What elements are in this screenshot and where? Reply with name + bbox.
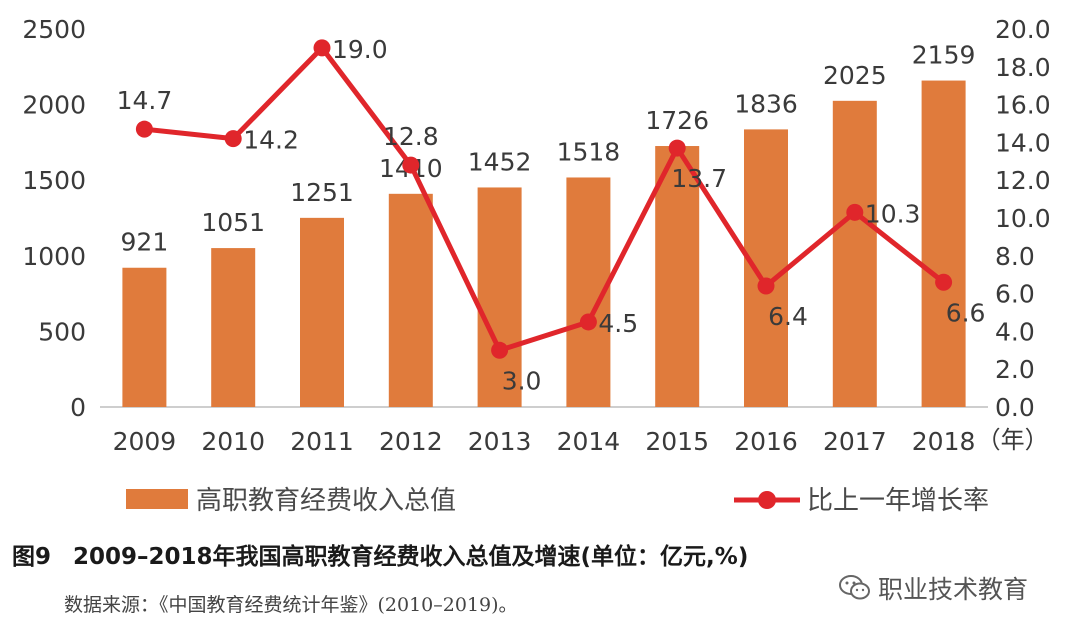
- line-value-label: 4.5: [598, 309, 638, 338]
- bar-value-label: 1836: [734, 89, 798, 118]
- line-point: [935, 273, 953, 291]
- line-value-label: 13.7: [671, 164, 727, 193]
- combo-chart: 0 500 1000 1500 2000 2500 0.0 2.0 4.0 6.0 8.0 10.0 1…: [22, 15, 1051, 516]
- x-tick-label: 2010: [201, 427, 265, 456]
- y-right-tick-label: 6.0: [995, 280, 1035, 309]
- line-value-label: 12.8: [383, 122, 439, 151]
- line-point: [224, 130, 242, 148]
- bar: [744, 129, 788, 408]
- line-point: [846, 203, 864, 221]
- legend-label-bar: 高职教育经费收入总值: [196, 486, 456, 516]
- bar: [388, 193, 433, 407]
- x-tick-label: 2017: [823, 427, 887, 456]
- x-tick-label: 2009: [113, 427, 177, 456]
- y-left-tick-label: 0: [70, 393, 86, 422]
- legend-swatch-bar: [126, 489, 188, 509]
- figure-number: 图9: [12, 544, 52, 570]
- y-left-tick-label: 500: [38, 317, 86, 346]
- line-point: [313, 39, 331, 57]
- y-right-tick-label: 0.0: [995, 393, 1035, 422]
- x-tick-label: 2015: [645, 427, 709, 456]
- legend-marker-line: [758, 491, 776, 509]
- line-value-label: 14.7: [117, 86, 173, 115]
- watermark-text: 职业技术教育: [878, 575, 1029, 604]
- line-point: [668, 139, 686, 157]
- bar-value-label: 921: [121, 228, 169, 257]
- bar-value-label: 2159: [912, 41, 976, 70]
- bar-value-label: 1051: [201, 208, 265, 237]
- y-right-tick-label: 2.0: [995, 355, 1035, 384]
- x-tick-label: 2014: [557, 427, 621, 456]
- x-tick-label: 2012: [379, 427, 443, 456]
- line-value-label: 19.0: [332, 35, 388, 64]
- legend-label-line: 比上一年增长率: [807, 486, 989, 516]
- line-value-label: 6.6: [946, 298, 986, 327]
- figure-title: 2009–2018年我国高职教育经费收入总值及增速(单位：亿元,%): [73, 544, 749, 570]
- line-point: [491, 341, 509, 359]
- y-right-tick-label: 8.0: [995, 242, 1035, 271]
- figure-caption: 图9 2009–2018年我国高职教育经费收入总值及增速(单位：亿元,%): [12, 537, 748, 571]
- bar-value-label: 1251: [290, 178, 354, 207]
- line-point: [135, 120, 153, 138]
- bar: [477, 187, 522, 407]
- watermark: 职业技术教育: [838, 570, 1028, 606]
- wechat-icon: [839, 575, 870, 600]
- bar-value-label: 1518: [557, 137, 621, 166]
- y-right-tick-label: 12.0: [995, 166, 1051, 195]
- bar-value-label: 2025: [823, 61, 887, 90]
- line-point: [757, 277, 775, 295]
- bar-value-label: 1452: [468, 147, 532, 176]
- bar-value-label: 1726: [645, 106, 709, 135]
- y-right-tick-label: 18.0: [995, 53, 1051, 82]
- y-left-tick-label: 1000: [22, 242, 86, 271]
- line-value-label: 6.4: [768, 302, 808, 331]
- y-left-tick-label: 2000: [22, 91, 86, 120]
- y-left-tick-label: 1500: [22, 166, 86, 195]
- bar: [655, 146, 700, 407]
- line-point: [402, 156, 420, 174]
- growth-line: [144, 45, 946, 353]
- y-right-tick-label: 20.0: [995, 15, 1051, 44]
- line-value-label: 14.2: [243, 126, 299, 155]
- data-source-note: 数据来源：《中国教育经费统计年鉴》(2010–2019)。: [64, 594, 518, 616]
- line-point: [579, 313, 597, 331]
- y-right-tick-label: 4.0: [995, 317, 1035, 346]
- bar: [211, 248, 256, 407]
- bar: [300, 217, 344, 407]
- bar: [921, 80, 966, 407]
- y-right-tick-label: 16.0: [995, 91, 1051, 120]
- x-tick-label: 2013: [468, 427, 532, 456]
- line-value-label: 3.0: [502, 366, 542, 395]
- x-tick-label: 2011: [290, 427, 354, 456]
- y-left-tick-label: 2500: [22, 15, 86, 44]
- line-value-label: 10.3: [865, 199, 921, 228]
- x-tick-label: 2018: [912, 427, 976, 456]
- x-tick-label: 2016: [734, 427, 798, 456]
- y-right-tick-label: 14.0: [995, 128, 1051, 157]
- bar: [832, 100, 877, 407]
- bar: [122, 267, 167, 407]
- y-right-tick-label: 10.0: [995, 204, 1051, 233]
- x-axis-unit: （年）: [977, 426, 1049, 454]
